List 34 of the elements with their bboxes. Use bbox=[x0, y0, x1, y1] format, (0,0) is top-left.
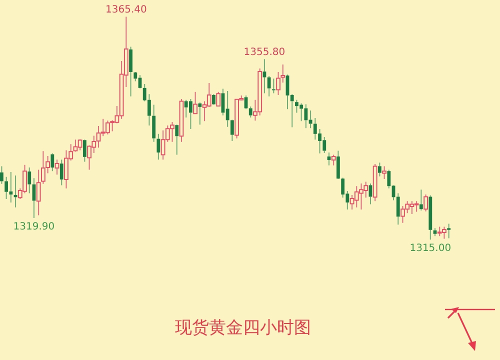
candlestick bbox=[206, 82, 212, 108]
candlestick bbox=[382, 166, 386, 180]
candlestick bbox=[28, 167, 32, 194]
candlestick bbox=[267, 75, 271, 97]
candlestick bbox=[414, 200, 419, 212]
candlestick bbox=[248, 106, 252, 118]
candlestick bbox=[193, 91, 198, 114]
candlestick bbox=[82, 140, 86, 162]
annotation: 1365.40 bbox=[105, 4, 147, 16]
candlestick bbox=[0, 166, 4, 184]
candlestick bbox=[428, 194, 432, 240]
candlestick bbox=[50, 152, 54, 172]
candlestick bbox=[175, 125, 179, 156]
candlestick bbox=[60, 159, 64, 186]
candlestick bbox=[378, 162, 382, 177]
candlestick bbox=[331, 154, 336, 166]
annotation: 1319.90 bbox=[13, 222, 55, 233]
candlestick bbox=[156, 133, 160, 160]
candlestick bbox=[447, 223, 451, 239]
annotation: 1355.80 bbox=[244, 46, 286, 58]
candlestick bbox=[272, 78, 276, 94]
candlestick bbox=[4, 176, 8, 200]
candlestick bbox=[336, 150, 340, 179]
candlestick bbox=[262, 58, 266, 94]
annotation: 1315.00 bbox=[410, 243, 452, 254]
candlestick bbox=[419, 189, 423, 211]
candlestick bbox=[54, 159, 60, 176]
candlestick bbox=[152, 104, 156, 142]
candlestick bbox=[226, 90, 230, 128]
candlestick bbox=[198, 102, 202, 126]
candlestick bbox=[129, 46, 132, 97]
text: 现货黄金四小时图 bbox=[174, 317, 312, 339]
candlestick bbox=[304, 104, 308, 129]
candlestick bbox=[341, 177, 345, 198]
